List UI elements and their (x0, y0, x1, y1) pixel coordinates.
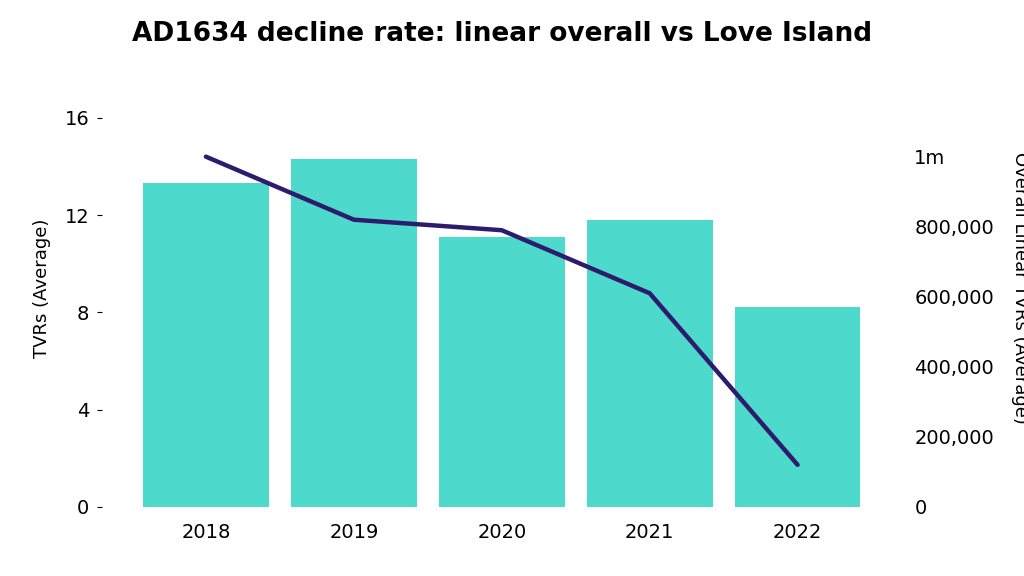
Bar (735, 308, 860, 507)
Bar (587, 220, 713, 507)
Y-axis label: TVRs (Average): TVRs (Average) (33, 218, 50, 358)
Bar (291, 159, 417, 507)
Title: AD1634 decline rate: linear overall vs Love Island: AD1634 decline rate: linear overall vs L… (132, 21, 871, 47)
Y-axis label: Overall Linear TVRs (Average): Overall Linear TVRs (Average) (1011, 152, 1024, 424)
Bar (143, 183, 269, 507)
Bar (439, 237, 564, 507)
